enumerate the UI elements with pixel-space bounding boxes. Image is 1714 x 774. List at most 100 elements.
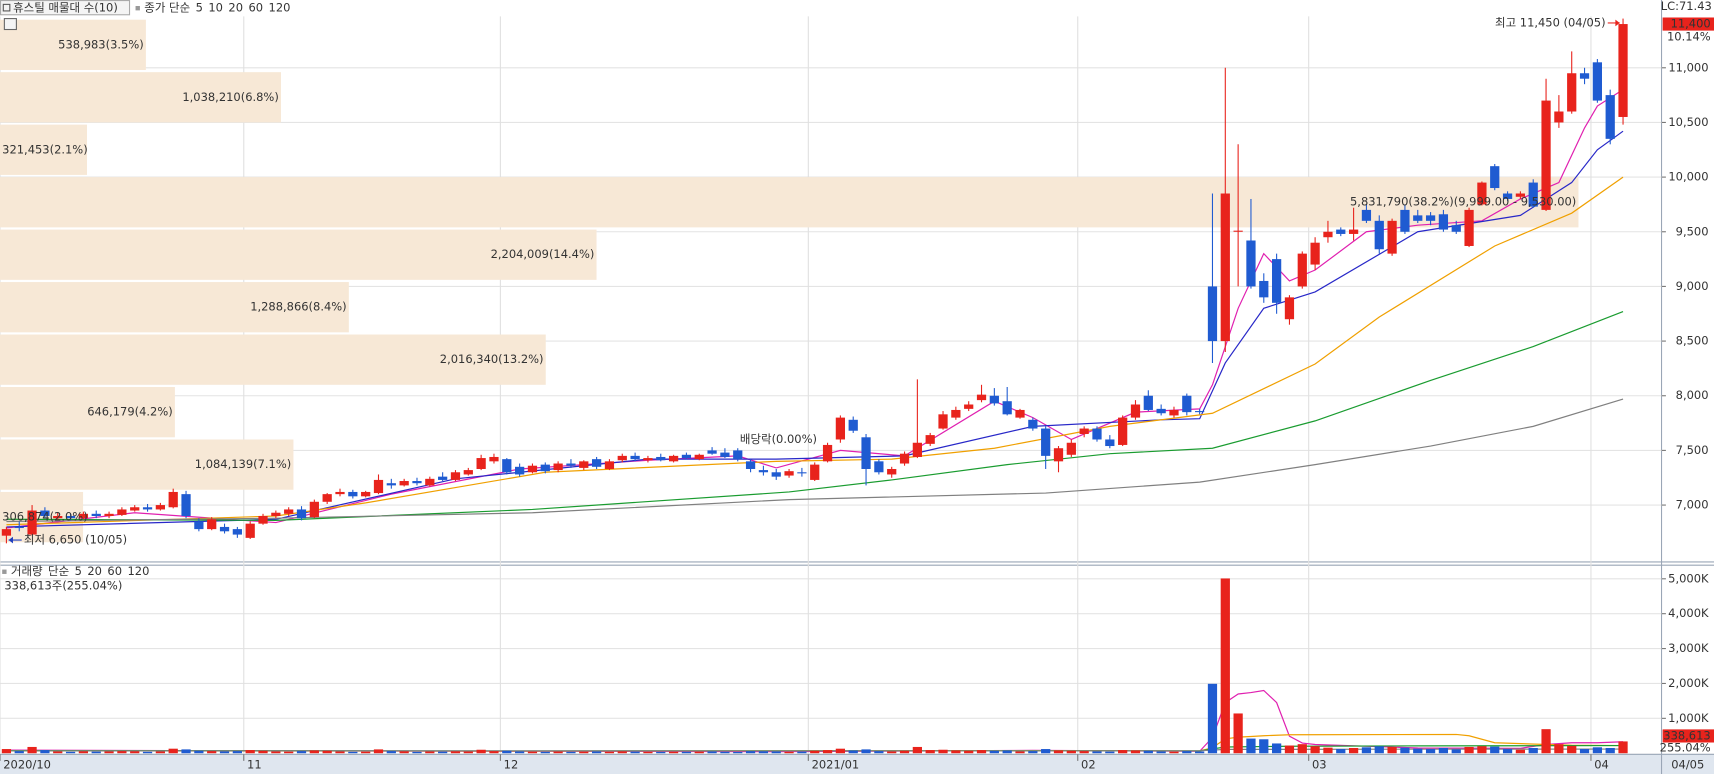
volume-bar [1451,749,1461,754]
candle-body [1002,401,1012,415]
volume-bar [155,751,165,754]
volume-bar [1156,751,1166,754]
legend-item: 120 [269,1,291,15]
candle-body [694,454,704,460]
volume-bar [1284,745,1295,754]
legend-marker [135,6,140,11]
candle-body [1310,242,1320,265]
volume-bar [27,746,37,754]
volume-bar [1464,746,1474,754]
candle-body [1297,253,1307,287]
candle-body [540,464,550,472]
volume-bar [450,751,461,754]
candle-body [284,509,294,514]
y-tick-label: 5,000K [1668,571,1709,585]
volume-bar [1169,751,1179,754]
legend-marker [2,569,7,574]
candle-body [1592,62,1602,101]
volume-bar [1477,746,1487,754]
candle-body [643,458,653,461]
candle-body [194,521,204,530]
volume-bar [322,750,332,754]
volume-bar [1361,747,1372,754]
volume-bar [566,751,576,754]
candle-body [1515,193,1526,197]
candle-body [1541,100,1551,210]
volume-bar [1118,750,1128,754]
volume-bar [1579,749,1590,754]
volume-bar [887,751,897,754]
candle-body [681,454,692,459]
volume-bar [643,751,653,754]
candle-body [53,516,63,519]
volume-bar [1618,741,1628,754]
volume-bar [1105,751,1115,754]
volume-bar [874,751,884,754]
volume-bar [1374,746,1384,754]
volume-bar [361,751,371,754]
lc-label: LC:71.43 [1661,0,1712,13]
legend-label: 종가 단순 [144,1,190,15]
candle-body [989,395,999,404]
candle-body [1464,209,1474,246]
volume-bar [630,751,640,754]
volume-bar [810,750,820,754]
candle-body [335,491,345,495]
candle-body [938,414,948,429]
volume-bar [78,751,89,754]
candle-body [822,444,833,462]
volume-bar [707,751,717,754]
last-volume-box [1662,729,1714,743]
volume-bar [399,751,409,754]
y-tick-label: 8,000 [1676,388,1709,402]
candle-body [1374,220,1384,250]
profile-label: 1,084,139(7.1%) [195,457,291,471]
volume-bar [591,751,602,754]
last-volume-change: 255.04% [1660,740,1711,754]
volume-bar [1400,747,1410,754]
candle-body [181,494,191,516]
title-box [0,0,131,16]
last-change: 10.14% [1667,30,1711,44]
candle-body [476,458,486,469]
volume-bar [463,751,473,754]
volume-bar [515,751,525,754]
candle-body [1207,286,1218,342]
candle-body [245,523,255,538]
profile-label: 1,038,210(6.8%) [182,90,278,104]
volume-bar [745,751,756,754]
volume-bar [1041,749,1051,754]
profile-label: 2,204,009(14.4%) [491,247,595,261]
legend-title: 거래량 [11,564,43,578]
candle-body [1105,439,1115,447]
candle-body [784,471,794,476]
candle-body [1477,182,1487,205]
volume-bar [207,751,217,754]
candle-body [707,450,717,454]
legend-item: 5 [75,564,82,578]
volume-bar [348,751,358,754]
volume-bar [1246,738,1256,754]
candle-body [604,461,615,469]
candle-body [912,442,922,457]
x-tick-label: 03 [1312,758,1327,772]
volume-bar [412,751,422,754]
candle-body [566,463,576,466]
last-volume: 338,613 [1663,728,1710,742]
volume-bar [540,751,550,754]
volume-bar [1323,747,1333,754]
candle-body [1554,111,1564,123]
y-tick-label: 10,500 [1668,115,1708,129]
volume-bar [271,751,281,754]
volume-bar [1028,751,1038,754]
volume-bar [964,750,974,754]
y-tick-label: 7,500 [1676,443,1709,457]
legend-item: 5 [196,1,203,15]
candle-body [720,452,730,457]
volume-bar [720,751,730,754]
volume-bar [1220,578,1230,754]
candle-body [656,456,666,461]
candle-body [951,409,961,418]
